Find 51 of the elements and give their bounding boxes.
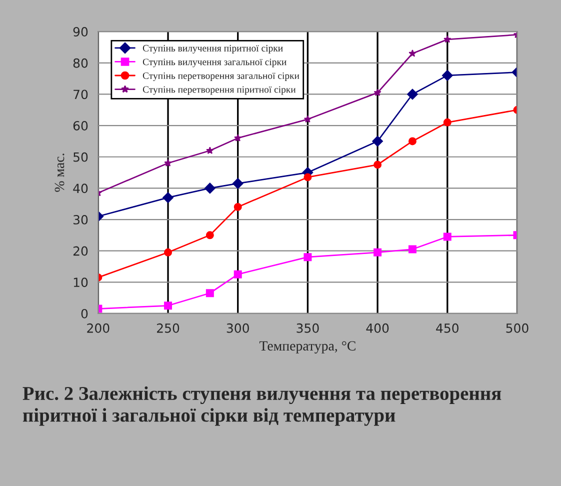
point <box>234 270 242 278</box>
point <box>374 160 382 169</box>
y-tick-label: 10 <box>74 278 88 288</box>
legend-label: Ступінь вилучення піритної сірки <box>142 44 283 54</box>
point <box>443 232 452 241</box>
x-tick-label: 300 <box>226 323 249 333</box>
point <box>408 50 416 57</box>
y-tick-label: 40 <box>73 184 88 194</box>
y-tick-label: 80 <box>73 58 88 68</box>
y-tick-label: 50 <box>74 152 88 162</box>
x-tick-label: 200 <box>87 323 110 333</box>
legend-label: Ступінь вилучення загальної сірки <box>142 58 286 68</box>
y-tick-label: 20 <box>73 246 88 256</box>
point <box>442 70 453 81</box>
point <box>206 289 214 298</box>
point <box>164 248 172 256</box>
legend-label: Ступінь перетворення піритної сірки <box>142 86 296 95</box>
point <box>304 115 312 123</box>
x-tick-label: 500 <box>506 323 528 333</box>
point <box>374 88 382 96</box>
point <box>164 302 172 310</box>
point <box>372 136 383 147</box>
point <box>206 146 214 154</box>
point <box>374 248 382 256</box>
x-tick-label: 250 <box>157 323 180 333</box>
point <box>234 134 242 142</box>
x-tick-label: 350 <box>296 323 319 333</box>
y-tick-label: 0 <box>81 308 88 318</box>
point <box>407 88 418 100</box>
text: Рис. 2 Залежність ступеня вилучення та перетворення піритної і загальної сірки від температури <box>22 386 502 426</box>
point <box>444 35 452 43</box>
point <box>162 192 174 204</box>
y-tick-label: 60 <box>73 121 88 130</box>
x-axis-title: Температура, °C <box>259 341 356 354</box>
point <box>164 159 172 166</box>
y-axis-title: % мас. <box>54 154 64 192</box>
point <box>304 253 312 262</box>
point <box>204 182 216 194</box>
y-tick-label: 30 <box>74 214 88 224</box>
point <box>234 202 242 211</box>
point <box>304 173 312 182</box>
point <box>408 245 416 254</box>
y-tick-label: 90 <box>73 27 88 37</box>
point <box>232 178 244 189</box>
y-tick-label: 70 <box>74 90 88 100</box>
legend-label: Ступінь перетворення загальної сірки <box>142 72 300 81</box>
x-tick-label: 450 <box>436 323 458 333</box>
point <box>206 231 214 240</box>
x-tick-label: 400 <box>366 323 389 333</box>
point <box>443 118 452 126</box>
point <box>408 137 416 146</box>
